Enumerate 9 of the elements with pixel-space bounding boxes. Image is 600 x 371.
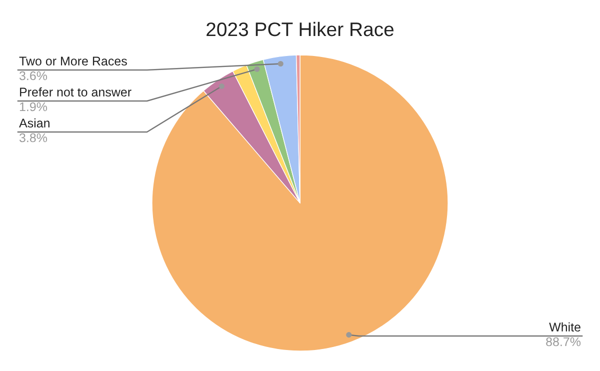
data-label: 3.8% [19, 133, 48, 142]
data-label: 88.7% [546, 337, 581, 346]
slice-label: Prefer not to answer [20, 87, 132, 97]
data-label: 3.6% [19, 71, 48, 80]
data-label: 1.9% [20, 102, 48, 112]
slice-label: White [549, 322, 580, 332]
slice-label: Two or More Races [19, 56, 127, 66]
slice-label: Asian [19, 118, 50, 128]
chart-title: 2023 PCT Hiker Race [206, 22, 394, 36]
